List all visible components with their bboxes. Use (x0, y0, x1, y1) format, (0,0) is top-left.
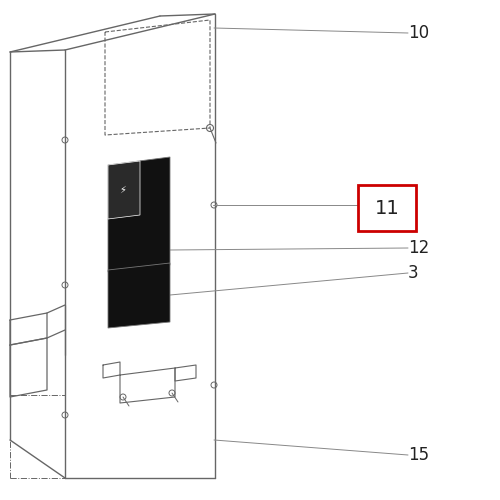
Polygon shape (108, 161, 140, 219)
Text: 3: 3 (408, 264, 418, 282)
Polygon shape (108, 157, 170, 272)
Text: 10: 10 (408, 24, 429, 42)
Bar (358, 185, 416, 231)
Text: 12: 12 (408, 239, 429, 257)
Text: 11: 11 (374, 198, 400, 218)
Polygon shape (108, 263, 170, 328)
Text: ⚡: ⚡ (120, 185, 126, 195)
Text: 15: 15 (408, 446, 429, 464)
